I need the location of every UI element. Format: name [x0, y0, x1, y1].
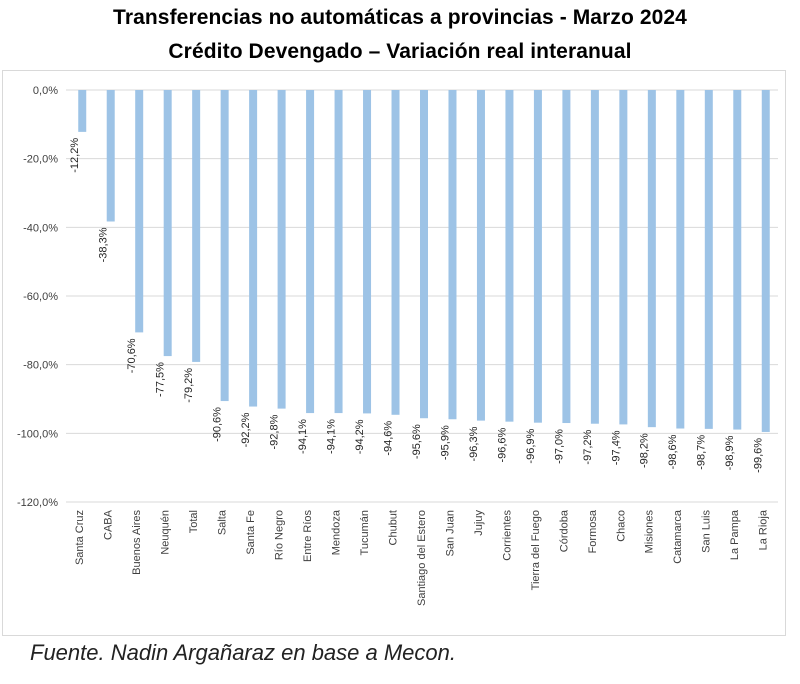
- data-label: -99,6%: [753, 438, 765, 473]
- data-label: -95,6%: [411, 424, 423, 459]
- data-label: -12,2%: [69, 138, 81, 173]
- y-axis-ticks: 0,0% -20,0% -40,0% -60,0% -80,0% -100,0% -120,…: [17, 85, 58, 509]
- data-label: -95,9%: [439, 425, 451, 460]
- x-tick-label: Chaco: [615, 510, 627, 542]
- chart-frame: [2, 70, 786, 636]
- data-labels: -12,2% -38,3% -70,6% -77,5% -79,2% -90,6% -92,…: [69, 138, 765, 473]
- data-label: -97,0%: [553, 429, 565, 464]
- data-label: -92,8%: [269, 414, 281, 449]
- data-label: -96,3%: [468, 426, 480, 461]
- data-label: -70,6%: [126, 338, 138, 373]
- chart-subtitle: Crédito Devengado – Variación real inter…: [168, 40, 632, 63]
- x-axis-labels: Santa Cruz CABA Buenos Aires Neuquén Total Sa…: [74, 509, 770, 606]
- y-tick-label: -40,0%: [23, 222, 58, 234]
- bar: [420, 90, 428, 419]
- x-tick-label: San Luis: [701, 510, 713, 553]
- bar: [306, 90, 315, 414]
- x-tick-label: Santiago del Estero: [416, 510, 428, 606]
- x-tick-label: San Juan: [444, 510, 456, 556]
- data-label: -98,7%: [696, 435, 708, 470]
- bar: [391, 90, 400, 415]
- y-tick-label: -80,0%: [23, 360, 58, 372]
- x-tick-label: Tierra del Fuego: [530, 510, 542, 590]
- x-tick-label: Tucumán: [359, 510, 371, 555]
- data-label: -79,2%: [183, 368, 195, 403]
- x-tick-label: Corrientes: [501, 510, 513, 561]
- chart-title: Transferencias no automáticas a provinci…: [113, 6, 687, 29]
- bar: [590, 90, 599, 424]
- bar: [277, 90, 286, 409]
- x-tick-label: Chubut: [387, 510, 399, 545]
- bar: [363, 90, 372, 414]
- x-tick-label: Entre Ríos: [302, 510, 314, 562]
- bar: [106, 90, 115, 222]
- bar-chart: 0,0% -20,0% -40,0% -60,0% -80,0% -100,0% -120,…: [17, 85, 778, 606]
- x-tick-label: Córdoba: [558, 509, 570, 552]
- bar: [505, 90, 514, 422]
- x-tick-label: Total: [188, 510, 200, 533]
- x-tick-label: La Rioja: [758, 509, 770, 550]
- x-tick-label: Misiones: [644, 510, 656, 554]
- y-tick-label: -20,0%: [23, 154, 58, 166]
- x-tick-label: Salta: [217, 509, 229, 535]
- x-tick-label: La Pampa: [729, 509, 741, 560]
- x-tick-label: Santa Cruz: [74, 510, 86, 565]
- x-tick-label: Río Negro: [274, 510, 286, 560]
- x-tick-label: Santa Fe: [245, 510, 257, 555]
- x-tick-label: Formosa: [587, 509, 599, 553]
- bar: [135, 90, 144, 333]
- data-label: -97,4%: [610, 430, 622, 465]
- source-note: Fuente. Nadin Argañaraz en base a Mecon.: [30, 640, 457, 665]
- bar: [249, 90, 258, 407]
- bar: [163, 90, 172, 357]
- x-tick-label: Mendoza: [330, 509, 342, 555]
- data-label: -92,2%: [240, 412, 252, 447]
- data-label: -94,1%: [297, 419, 309, 454]
- bar: [78, 90, 87, 132]
- bar: [562, 90, 571, 424]
- bar: [676, 90, 685, 429]
- x-tick-label: CABA: [103, 509, 115, 540]
- data-label: -97,2%: [582, 430, 594, 465]
- y-tick-label: -120,0%: [17, 497, 58, 509]
- data-label: -77,5%: [155, 362, 167, 397]
- data-label: -94,2%: [354, 419, 366, 454]
- data-label: -38,3%: [98, 227, 110, 262]
- data-label: -94,1%: [325, 419, 337, 454]
- bar: [220, 90, 229, 402]
- y-tick-label: -100,0%: [17, 428, 58, 440]
- data-label: -94,6%: [382, 421, 394, 456]
- bar: [334, 90, 343, 414]
- x-tick-label: Jujuy: [473, 510, 485, 536]
- y-tick-label: -60,0%: [23, 291, 58, 303]
- y-tick-label: 0,0%: [33, 85, 58, 97]
- data-label: -98,6%: [667, 434, 679, 469]
- x-tick-label: Neuquén: [160, 510, 172, 555]
- x-tick-label: Catamarca: [672, 509, 684, 564]
- data-label: -98,9%: [724, 435, 736, 470]
- bar: [192, 90, 201, 362]
- bar: [761, 90, 770, 432]
- bar: [619, 90, 628, 425]
- data-label: -96,6%: [496, 427, 508, 462]
- bar: [476, 90, 485, 421]
- bars: [78, 90, 770, 432]
- bar: [733, 90, 742, 430]
- data-label: -96,9%: [525, 428, 537, 463]
- bar: [647, 90, 656, 428]
- bar: [533, 90, 542, 423]
- bar: [704, 90, 713, 429]
- x-tick-label: Buenos Aires: [131, 510, 143, 575]
- bar: [448, 90, 457, 420]
- data-label: -90,6%: [212, 407, 224, 442]
- data-label: -98,2%: [639, 433, 651, 468]
